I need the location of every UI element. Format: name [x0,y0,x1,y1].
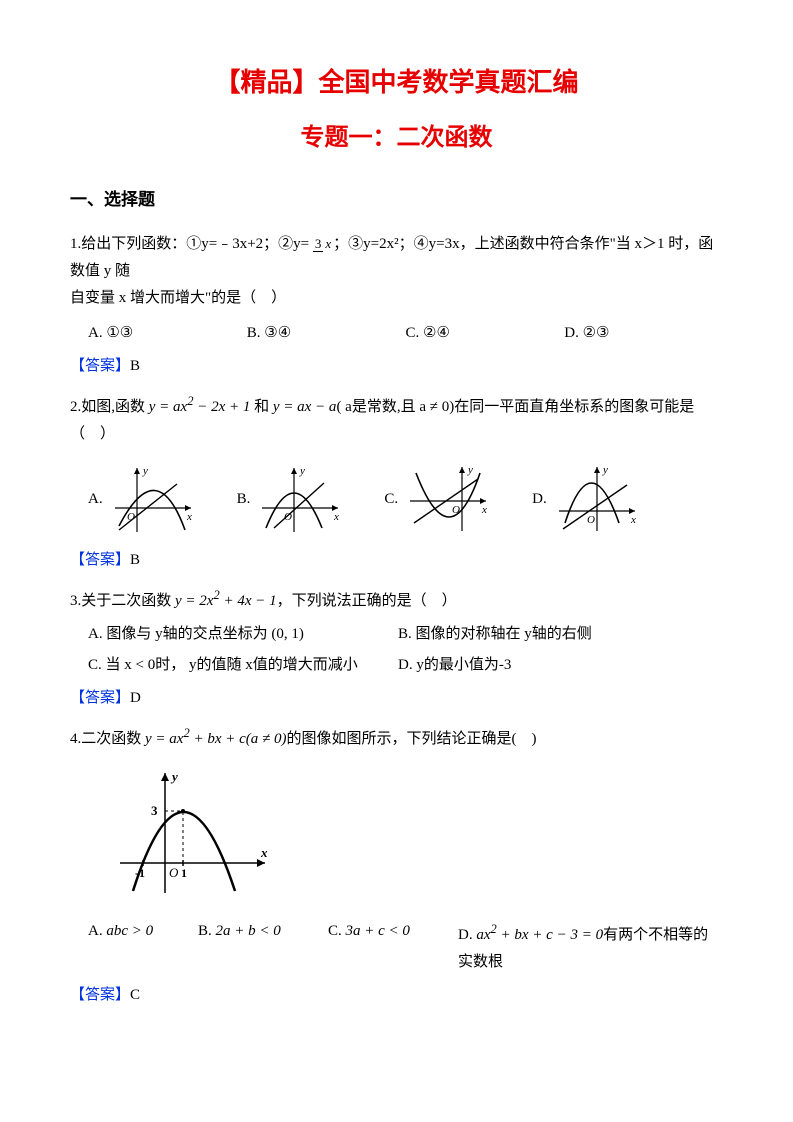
q4d-pre: D. [458,927,476,943]
q2-graph-row: A. x y O B. x y [88,463,723,537]
q4b-m: 2a + b < 0 [216,923,281,939]
q2-answer: 【答案】B [70,547,723,574]
q4-y-label: y [170,769,178,784]
frac-num: 3 [313,236,324,252]
q4-opt-c: C. 3a + c < 0 [328,918,458,976]
q2-eq2: y = ax − a [273,399,337,415]
q2-text: 如图,函数 [81,399,149,415]
svg-text:y: y [602,464,608,476]
svg-text:O: O [587,514,595,526]
q4a-pre: A. [88,923,106,939]
q3-text: 关于二次函数 [81,593,175,609]
svg-text:x: x [481,504,487,516]
q2-graph-c: C. x y O [384,463,492,537]
q2-svg-a: x y O [109,463,197,537]
q1-num: 1. [70,236,81,252]
q3-opt-a: A. 图像与 y轴的交点坐标为 (0, 1) [88,621,398,648]
q2-svg-d: x y O [553,463,641,537]
q2-graph-b: B. x y O [237,463,345,537]
q2-eq1b: − 2x + 1 [193,399,250,415]
svg-text:y: y [299,465,305,477]
section-heading: 一、选择题 [70,185,723,216]
q2-graph-a: A. x y O [88,463,197,537]
svg-text:x: x [186,511,192,523]
q4-graph: x y O -1 1 3 [110,763,280,903]
question-2: 2.如图,函数 y = ax2 − 2x + 1 和 y = ax − a( a… [70,390,723,448]
q2-num: 2. [70,399,81,415]
q4-xpos: 1 [181,866,187,880]
q1-text-a: 给出下列函数：①y=﹣3x+2；②y= [81,236,313,252]
q1-opt-b: B. ③④ [247,320,406,347]
q4-options: A. abc > 0 B. 2a + b < 0 C. 3a + c < 0 D… [88,918,723,976]
q4b-pre: B. [198,923,216,939]
q2-label-c: C. [384,486,398,513]
q2-and: 和 [254,399,273,415]
q1-options: A. ①③ B. ③④ C. ②④ D. ②③ [88,320,723,347]
q1-opt-d: D. ②③ [564,320,723,347]
svg-text:y: y [142,465,148,477]
q3-text2: ，下列说法正确的是（ ） [277,593,457,609]
question-3: 3.关于二次函数 y = 2x2 + 4x − 1，下列说法正确的是（ ） [70,584,723,615]
answer-label: 【答案】 [70,552,130,568]
q3-eqa: y = 2x [175,593,213,609]
q1-answer: 【答案】B [70,353,723,380]
q1-answer-val: B [130,358,140,374]
q4-text2: 的图像如图所示，下列结论正确是( ) [287,731,537,747]
q4-x-label: x [260,845,268,860]
q4a-m: abc > 0 [106,923,153,939]
answer-label: 【答案】 [70,690,130,706]
q2-paren: （ ） [70,421,723,448]
q2-label-b: B. [237,486,251,513]
q1-opt-c: C. ②④ [406,320,565,347]
q2-label-a: A. [88,486,103,513]
frac-den: x [323,236,333,251]
q4-origin: O [169,865,179,880]
q2-svg-c: x y O [404,463,492,537]
q4d-ma: ax [476,927,490,943]
q4-opt-d: D. ax2 + bx + c − 3 = 0有两个不相等的实数根 [458,918,723,976]
q3-opt-d: D. y的最小值为-3 [398,652,511,679]
svg-text:x: x [333,511,339,523]
q2-answer-val: B [130,552,140,568]
q4-opt-b: B. 2a + b < 0 [198,918,328,976]
question-1: 1.给出下列函数：①y=﹣3x+2；②y= 3x；③y=2x²；④y=3x，上述… [70,231,723,312]
q4-eqb: + bx + c(a ≠ 0) [190,731,287,747]
q4c-pre: C. [328,923,346,939]
q4-text: 二次函数 [81,731,145,747]
q4c-m: 3a + c < 0 [346,923,410,939]
answer-label: 【答案】 [70,987,130,1003]
q4d-mb: + bx + c − 3 = 0 [497,927,603,943]
q4-answer: 【答案】C [70,982,723,1009]
q1-opt-a: A. ①③ [88,320,247,347]
q2-graph-d: D. x y O [532,463,641,537]
svg-text:y: y [467,464,473,476]
q2-label-d: D. [532,486,547,513]
main-title-1: 【精品】全国中考数学真题汇编 [70,60,723,107]
q3-answer: 【答案】D [70,685,723,712]
q3-opt-b: B. 图像的对称轴在 y轴的右侧 [398,621,592,648]
q3-opt-c: C. 当 x < 0时， y的值随 x值的增大而减小 [88,652,398,679]
q4-vy: 3 [151,803,158,818]
q3-options: A. 图像与 y轴的交点坐标为 (0, 1) B. 图像的对称轴在 y轴的右侧 … [88,621,723,679]
q4-opt-a: A. abc > 0 [88,918,198,976]
main-title-2: 专题一：二次函数 [70,117,723,160]
q2-text2: ( a是常数,且 a ≠ 0)在同一平面直角坐标系的图象可能是 [336,399,694,415]
q4-eqa: y = ax [145,731,183,747]
question-4: 4.二次函数 y = ax2 + bx + c(a ≠ 0)的图像如图所示，下列… [70,722,723,753]
q4-num: 4. [70,731,81,747]
q3-eqb: + 4x − 1 [220,593,277,609]
q2-eq1a: y = ax [149,399,187,415]
svg-text:x: x [630,514,636,526]
q3-num: 3. [70,593,81,609]
q4-answer-val: C [130,987,140,1003]
q1-text-c: 自变量 x 增大而增大"的是（ ） [70,285,723,312]
answer-label: 【答案】 [70,358,130,374]
q2-svg-b: x y O [256,463,344,537]
q1-fraction: 3x [313,237,333,251]
q3-answer-val: D [130,690,141,706]
